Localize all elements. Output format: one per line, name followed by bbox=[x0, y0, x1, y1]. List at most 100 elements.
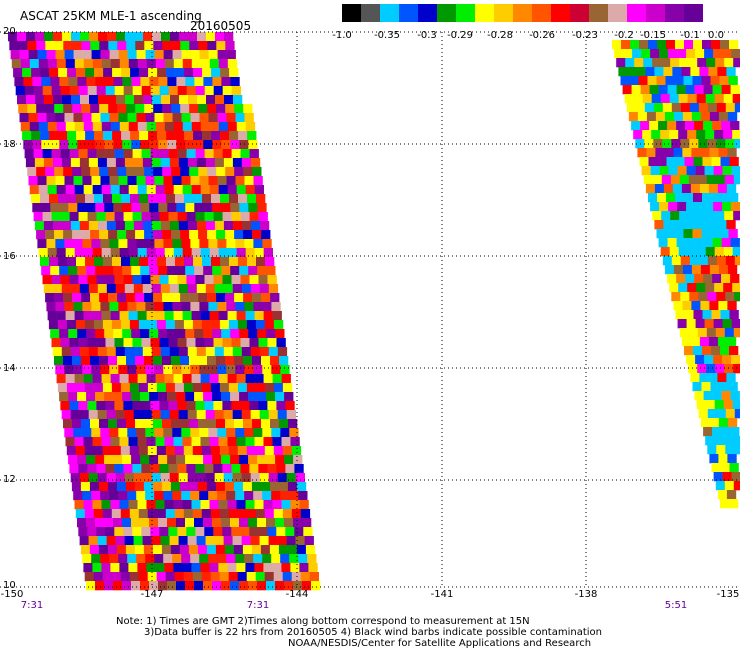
swath-cell bbox=[690, 220, 700, 230]
swath-cell bbox=[240, 464, 250, 474]
swath-cell bbox=[149, 140, 159, 150]
swath-cell bbox=[220, 194, 230, 204]
swath-cell bbox=[114, 275, 124, 285]
swath-cell bbox=[681, 220, 691, 230]
swath-cell bbox=[10, 50, 20, 60]
swath-cell bbox=[267, 464, 277, 474]
swath-cell bbox=[142, 158, 153, 168]
swath-cell bbox=[189, 419, 199, 429]
swath-cell bbox=[699, 220, 709, 230]
swath-cell bbox=[722, 49, 732, 59]
swath-cell bbox=[658, 85, 668, 95]
swath-cell bbox=[82, 302, 92, 312]
swath-cell bbox=[121, 131, 131, 141]
swath-cell bbox=[678, 283, 688, 293]
swath-cell bbox=[127, 491, 137, 501]
swath-cell bbox=[276, 401, 286, 411]
swath-cell bbox=[64, 113, 74, 123]
swath-cell bbox=[114, 464, 124, 474]
colorbar-segment bbox=[342, 4, 361, 22]
swath-cell bbox=[61, 158, 72, 168]
swath-cell bbox=[204, 212, 214, 222]
swath-cell bbox=[149, 77, 159, 87]
swath-cell bbox=[76, 257, 86, 267]
swath-cell bbox=[277, 473, 287, 483]
swath-cell bbox=[670, 211, 680, 221]
swath-cell bbox=[204, 149, 214, 159]
swath-cell bbox=[214, 221, 225, 231]
swath-cell bbox=[732, 400, 740, 410]
swath-cell bbox=[43, 284, 54, 294]
swath-cell bbox=[97, 410, 107, 420]
swath-cell bbox=[225, 167, 235, 177]
swath-cell bbox=[703, 427, 713, 437]
swath-cell bbox=[203, 455, 213, 465]
swath-cell bbox=[699, 337, 710, 347]
swath-cell bbox=[168, 275, 178, 285]
swath-cell bbox=[732, 436, 740, 446]
swath-cell bbox=[222, 149, 232, 159]
swath-cell bbox=[732, 247, 740, 257]
swath-cell bbox=[243, 419, 253, 429]
swath-cell bbox=[661, 211, 671, 221]
swath-cell bbox=[196, 536, 206, 546]
swath-cell bbox=[181, 554, 191, 564]
swath-cell bbox=[92, 185, 102, 195]
swath-cell bbox=[132, 527, 142, 537]
swath-cell bbox=[167, 77, 177, 87]
swath-cell bbox=[140, 581, 150, 591]
swath-cell bbox=[49, 131, 59, 141]
swath-cell bbox=[200, 437, 210, 447]
swath-cell bbox=[209, 122, 220, 132]
swath-cell bbox=[132, 86, 142, 96]
swath-cell bbox=[114, 86, 124, 96]
swath-cell bbox=[72, 41, 82, 51]
swath-cell bbox=[164, 122, 175, 132]
swath-cell bbox=[29, 122, 40, 132]
swath-cell bbox=[116, 32, 126, 42]
swath-cell bbox=[728, 382, 738, 392]
swath-cell bbox=[661, 175, 672, 185]
swath-cell bbox=[658, 238, 668, 248]
swath-cell bbox=[94, 257, 104, 267]
swath-cell bbox=[175, 68, 185, 78]
swath-cell bbox=[731, 166, 740, 176]
swath-cell bbox=[215, 95, 225, 105]
swath-cell bbox=[225, 293, 235, 303]
swath-cell bbox=[190, 50, 200, 60]
swath-cell bbox=[711, 40, 721, 50]
swath-cell bbox=[50, 203, 60, 213]
swath-cell bbox=[133, 536, 143, 546]
swath-cell bbox=[149, 518, 159, 528]
swath-cell bbox=[648, 157, 658, 167]
swath-cell bbox=[669, 283, 679, 293]
swath-cell bbox=[165, 320, 176, 330]
swath-cell bbox=[640, 85, 650, 95]
swath-cell bbox=[262, 302, 272, 312]
swath-cell bbox=[194, 455, 204, 465]
swath-cell bbox=[54, 356, 64, 366]
swath-cell bbox=[226, 113, 236, 123]
swath-cell bbox=[711, 310, 721, 320]
swath-cell bbox=[92, 563, 102, 573]
swath-cell bbox=[199, 554, 209, 564]
swath-cell bbox=[160, 473, 170, 483]
swath-cell bbox=[189, 293, 199, 303]
swath-cell bbox=[140, 203, 150, 213]
swath-cell bbox=[174, 572, 184, 582]
swath-cell bbox=[232, 158, 243, 168]
swath-cell bbox=[145, 113, 155, 123]
swath-cell bbox=[158, 140, 168, 150]
swath-cell bbox=[715, 58, 725, 68]
swath-cell bbox=[148, 131, 158, 141]
swath-cell bbox=[676, 85, 686, 95]
swath-cell bbox=[91, 365, 101, 375]
swath-cell bbox=[86, 581, 96, 591]
swath-cell bbox=[125, 482, 136, 492]
swath-cell bbox=[110, 59, 121, 69]
swath-cell bbox=[44, 32, 54, 42]
swath-cell bbox=[655, 148, 665, 158]
swath-cell bbox=[109, 113, 119, 123]
colorbar-segment bbox=[646, 4, 665, 22]
swath-cell bbox=[155, 122, 166, 132]
